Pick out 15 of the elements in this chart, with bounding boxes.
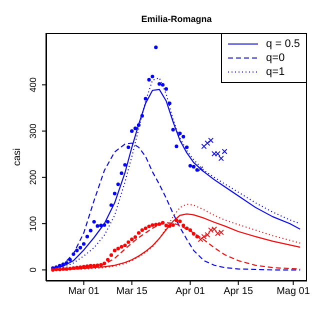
y-tick-label: 300 (28, 124, 38, 139)
x-tick-label: Mag 01 (276, 286, 310, 298)
y-tick-label: 400 (28, 77, 38, 92)
chart-title: Emilia-Romagna (140, 14, 213, 24)
y-tick-label: 0 (28, 267, 38, 272)
legend-label: q=0 (266, 52, 285, 64)
y-tick-label: 100 (28, 216, 38, 232)
x-tick-label: Apr 15 (224, 286, 254, 298)
legend-label: q = 0.5 (266, 38, 300, 50)
legend-label: q=1 (266, 66, 285, 78)
x-tick-label: Mar 15 (116, 286, 148, 298)
y-tick-label: 200 (28, 170, 38, 185)
x-tick-label: Apr 01 (176, 286, 206, 298)
x-tick-label: Mar 01 (68, 286, 100, 298)
y-axis-title: casi (11, 147, 24, 168)
